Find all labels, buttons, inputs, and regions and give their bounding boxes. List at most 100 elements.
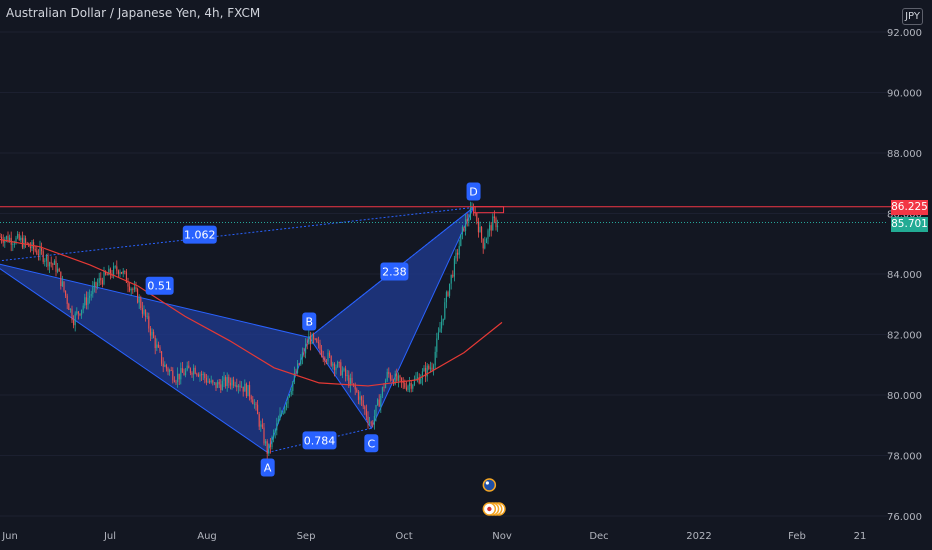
candle-body [100,278,102,281]
candle-body [298,363,300,365]
candle-body [130,288,132,291]
candle-body [245,383,247,397]
candle-body [429,367,431,369]
pattern-labels[interactable]: A B C D 0.51 0.784 2.38 1.062 [145,182,481,477]
candle-body [397,375,399,381]
candle-body [469,208,471,220]
candle-body [493,216,495,219]
candlestick-series [0,201,499,461]
price-tick-label: 86.000 [887,210,922,221]
candle-body [354,384,356,390]
candle-body [175,381,177,383]
candle-body [63,281,65,291]
candle-body [426,365,428,377]
candle-body [239,385,241,388]
point-label-d: D [469,185,477,198]
candle-body [234,385,236,387]
candle-body [169,370,171,372]
price-tick-label: 78.000 [887,452,922,463]
candle-body [65,290,67,296]
candle-body [276,423,278,431]
candle-body [154,337,156,349]
candle-body [201,374,203,376]
candle-body [370,422,372,424]
candle-body [178,373,180,380]
candle-body [103,271,105,285]
candle-body [468,219,470,222]
candle-body [36,250,38,255]
candle-body [137,289,139,303]
candle-body [199,374,201,377]
candle-body [18,234,20,240]
price-levels[interactable] [0,206,892,224]
candle-body [410,383,412,389]
point-label-a: A [264,461,272,474]
candle-body [85,297,87,305]
candle-body [313,334,315,339]
price-tick-label: 92.000 [887,28,922,39]
candle-body [57,268,59,272]
candle-body [69,308,71,311]
time-tick-label: Oct [395,531,412,542]
candle-body [177,373,179,382]
candle-body [396,373,398,381]
candle-body [252,399,254,405]
candle-body [50,262,52,264]
price-axis[interactable]: 76.000 78.000 80.000 82.000 84.000 86.000 88.0… [887,28,922,523]
time-axis[interactable]: Jun Jul Aug Sep Oct Nov Dec 2022 Feb 21 [1,531,866,542]
candle-body [89,295,91,298]
candle-body [165,364,167,369]
candle-body [39,246,41,255]
currency-button[interactable]: JPY [902,8,923,25]
ratio-label-bd-bg [380,262,409,281]
event-markers[interactable] [482,478,506,516]
candle-body [489,225,491,231]
candle-body [189,368,191,373]
candle-body [255,403,257,405]
candle-body [471,207,473,209]
time-tick-label: Feb [788,531,806,542]
candle-body [282,412,284,414]
candle-body [450,274,452,284]
level-price-tag: 86.225 [891,200,928,215]
candle-body [226,377,228,387]
candle-body [53,260,55,265]
candle-body [479,226,481,233]
candle-body [265,441,267,444]
candle-body [257,404,259,415]
time-tick-label: Nov [492,531,512,542]
candle-body [68,303,70,311]
candle-body [330,356,332,366]
candle-body [353,383,355,385]
candle-body [364,406,366,410]
candle-body [135,287,137,290]
candle-body [349,377,351,387]
candle-body [172,370,174,381]
candle-body [442,318,444,322]
candle-body [300,358,302,365]
candle-body [101,280,103,285]
candle-body [93,282,95,288]
candle-body [210,380,212,383]
candle-body [391,379,393,381]
candle-body [119,272,121,274]
candle-body [444,302,446,319]
candle-body [228,377,230,383]
candle-body [45,255,47,261]
candle-body [378,399,380,407]
candle-body [82,305,84,310]
candle-body [290,390,292,395]
candle-body [389,374,391,380]
candle-body [402,381,404,384]
candle-body [250,396,252,400]
candle-body [383,387,385,389]
candle-body [329,352,331,357]
candle-body [324,357,326,362]
candle-body [212,380,214,383]
price-tick-label: 82.000 [887,331,922,342]
harmonic-pattern[interactable] [0,206,475,454]
candle-body [183,372,185,376]
candle-body [405,387,407,390]
candle-body [260,424,262,427]
